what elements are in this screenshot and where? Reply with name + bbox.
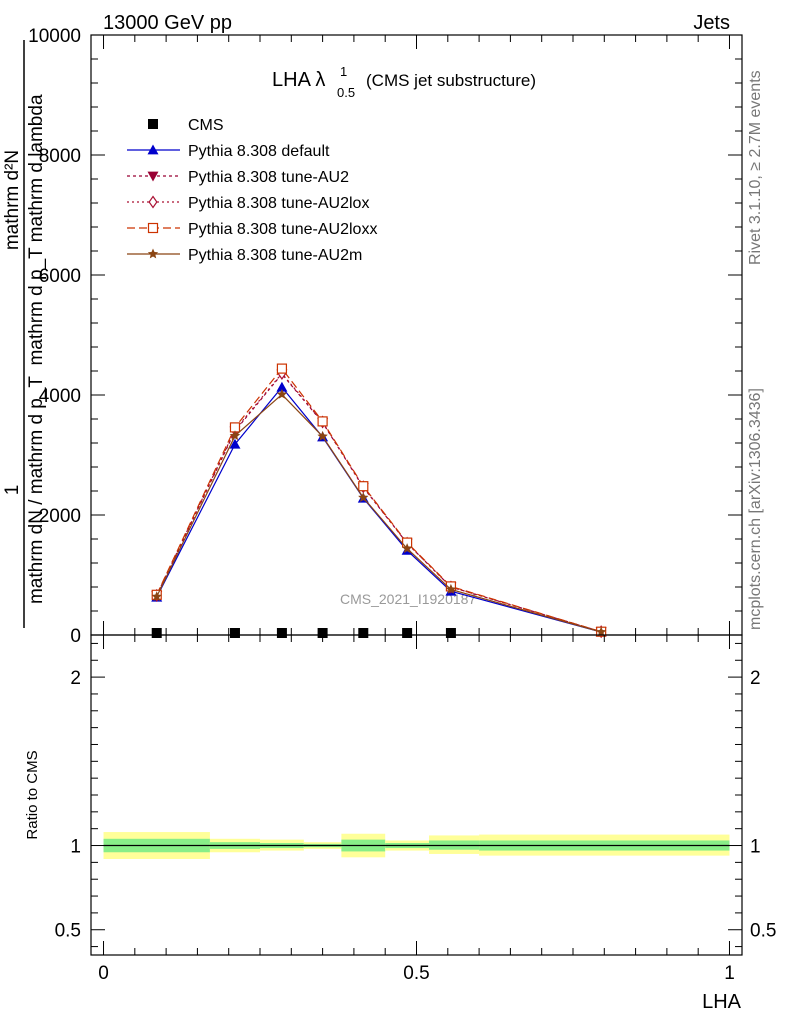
data-point: [229, 628, 240, 638]
series-point: [229, 438, 241, 449]
title-sub: 0.5: [337, 85, 355, 100]
legend-label: Pythia 8.308 tune-AU2loxx: [188, 221, 377, 238]
data-point: [358, 628, 369, 638]
series-line: [156, 367, 602, 633]
main-axes: 0 2000 4000 6000 8000 10000: [28, 26, 742, 647]
title-sup: 1: [340, 64, 347, 79]
series-point: [358, 492, 369, 502]
x-axis-label: LHA: [702, 991, 742, 1013]
legend-marker: [147, 144, 159, 155]
title-main: LHA λ: [272, 69, 325, 91]
legend-label: Pythia 8.308 tune-AU2: [188, 169, 349, 186]
data-point: [151, 628, 162, 638]
ratio-ylabel: Ratio to CMS: [24, 750, 41, 839]
series-point: [276, 381, 288, 392]
ratio-ytick-label-right: 2: [750, 668, 761, 689]
legend-label: Pythia 8.308 tune-AU2m: [188, 247, 362, 264]
main-ylabel: 1 mathrm dN / mathrm d p_T mathrm d²N ma…: [2, 40, 47, 628]
series-point: [358, 481, 369, 492]
series-0: [151, 628, 456, 638]
legend-marker: [147, 222, 159, 234]
series-point: [151, 591, 162, 601]
series-point: [276, 388, 288, 399]
series-point: [595, 626, 607, 637]
legend-label: CMS: [188, 117, 224, 134]
ratio-ytick-label-right: 0.5: [750, 921, 776, 942]
x-tick-label: 0: [98, 963, 109, 984]
x-tick-label: 1: [724, 963, 735, 984]
data-point: [276, 628, 287, 638]
series-5: [151, 388, 607, 637]
ratio-ytick-label: 1: [70, 837, 81, 858]
ratio-ytick-label-right: 1: [750, 837, 761, 858]
header-process: 13000 GeV pp: [103, 12, 232, 34]
legend-marker: [147, 171, 159, 182]
data-point: [317, 628, 328, 638]
ratio-ytick-label: 0.5: [55, 921, 81, 942]
series-point: [445, 583, 457, 594]
analysis-watermark: CMS_2021_I1920187: [340, 591, 476, 607]
x-tick-label: 0.5: [403, 963, 429, 984]
legend-marker: [148, 195, 158, 209]
ratio-axes: 0.5 0.5 1 1 2 2 0 0.5 1: [55, 635, 776, 984]
data-point: [445, 628, 456, 638]
main-ytick-label: 6000: [39, 266, 81, 287]
legend-label: Pythia 8.308 default: [188, 143, 330, 160]
header-category: Jets: [693, 12, 730, 34]
main-ylabel-prefix-den: mathrm dN / mathrm d p_T: [26, 376, 47, 604]
main-ytick-label: 0: [70, 626, 81, 647]
series-point: [317, 430, 328, 441]
series-point: [317, 416, 328, 427]
mcplots-label: mcplots.cern.ch [arXiv:1306.3436]: [747, 388, 764, 630]
main-ylabel-prefix-num: 1: [2, 485, 23, 496]
legend-label: Pythia 8.308 tune-AU2lox: [188, 195, 369, 212]
main-ylabel-denominator: mathrm d p_T mathrm d lambda: [26, 94, 47, 365]
main-ylabel-numerator: mathrm d²N: [2, 150, 23, 250]
main-ytick-label: 2000: [39, 506, 81, 527]
legend-marker: [148, 119, 158, 129]
data-point: [402, 628, 413, 638]
legend: CMS Pythia 8.308 default Pythia 8.308 tune…: [127, 117, 377, 264]
main-ytick-label: 8000: [39, 146, 81, 167]
ratio-ytick-label: 2: [70, 668, 81, 689]
series-point: [229, 430, 241, 441]
series-line: [156, 393, 602, 633]
legend-marker: [147, 248, 159, 259]
rivet-version-label: Rivet 3.1.10, ≥ 2.7M events: [747, 70, 764, 265]
main-ytick-label: 4000: [39, 386, 81, 407]
series-point: [276, 363, 288, 374]
ratio-plot-frame: [90, 634, 743, 956]
main-ytick-label: 10000: [28, 26, 81, 47]
title-suffix: (CMS jet substructure): [366, 71, 536, 90]
series-line: [156, 372, 602, 633]
plot-title: LHA λ 1 0.5 (CMS jet substructure): [272, 64, 536, 100]
series-point: [401, 543, 413, 553]
main-series-group: [151, 363, 607, 639]
ratio-bands: [103, 832, 730, 859]
series-line: [156, 373, 602, 633]
